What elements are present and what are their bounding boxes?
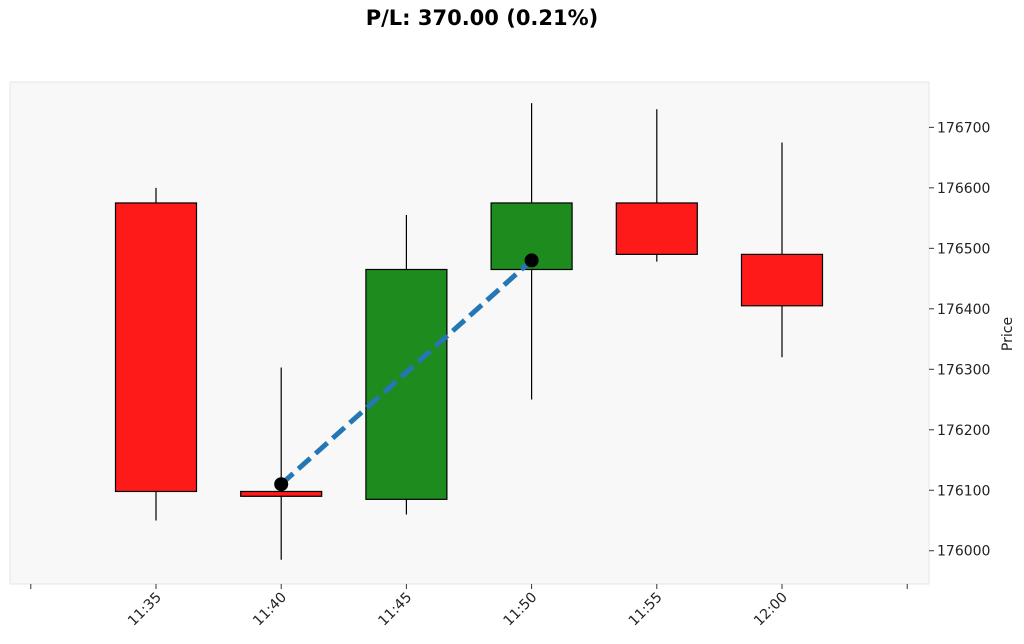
entry-marker xyxy=(274,477,289,492)
candle-1145 xyxy=(365,215,448,515)
y-axis: 176000 176100 176200 176300 176400 176500 1766… xyxy=(929,120,990,560)
x-tick-label: 11:35 xyxy=(125,590,165,630)
y-axis-label: Price xyxy=(1000,317,1016,351)
x-axis: 11:35 11:40 11:45 11:50 11:55 12:00 xyxy=(30,584,908,630)
candle-body-down xyxy=(240,490,323,497)
x-tick-label: 11:40 xyxy=(250,590,290,630)
y-tick-label: 176400 xyxy=(937,302,990,318)
x-tick-label: 12:00 xyxy=(751,590,791,630)
candle-body-up xyxy=(365,268,448,500)
x-tick-label: 11:45 xyxy=(375,590,415,630)
candle-body-down xyxy=(615,202,698,255)
candle-body-down xyxy=(114,202,198,493)
y-tick-label: 176700 xyxy=(937,120,990,136)
candle-1200 xyxy=(740,142,824,358)
candle-1135 xyxy=(114,187,198,521)
candle-1155 xyxy=(615,109,698,262)
x-tick-label: 11:50 xyxy=(501,590,541,630)
y-tick-label: 176300 xyxy=(937,362,990,378)
y-tick-label: 176600 xyxy=(937,181,990,197)
trade-layer xyxy=(274,253,539,492)
trade-line xyxy=(279,258,534,487)
y-tick-label: 176200 xyxy=(937,423,990,439)
x-tick-label: 11:55 xyxy=(626,590,666,630)
candle-body-down xyxy=(740,253,824,307)
candles-layer xyxy=(114,103,824,560)
exit-marker xyxy=(524,253,539,268)
candle-1140 xyxy=(240,367,323,560)
chart-title: P/L: 370.00 (0.21%) xyxy=(365,6,599,30)
y-tick-label: 176100 xyxy=(937,483,990,499)
y-tick-label: 176500 xyxy=(937,241,990,257)
y-tick-label: 176000 xyxy=(937,544,990,560)
